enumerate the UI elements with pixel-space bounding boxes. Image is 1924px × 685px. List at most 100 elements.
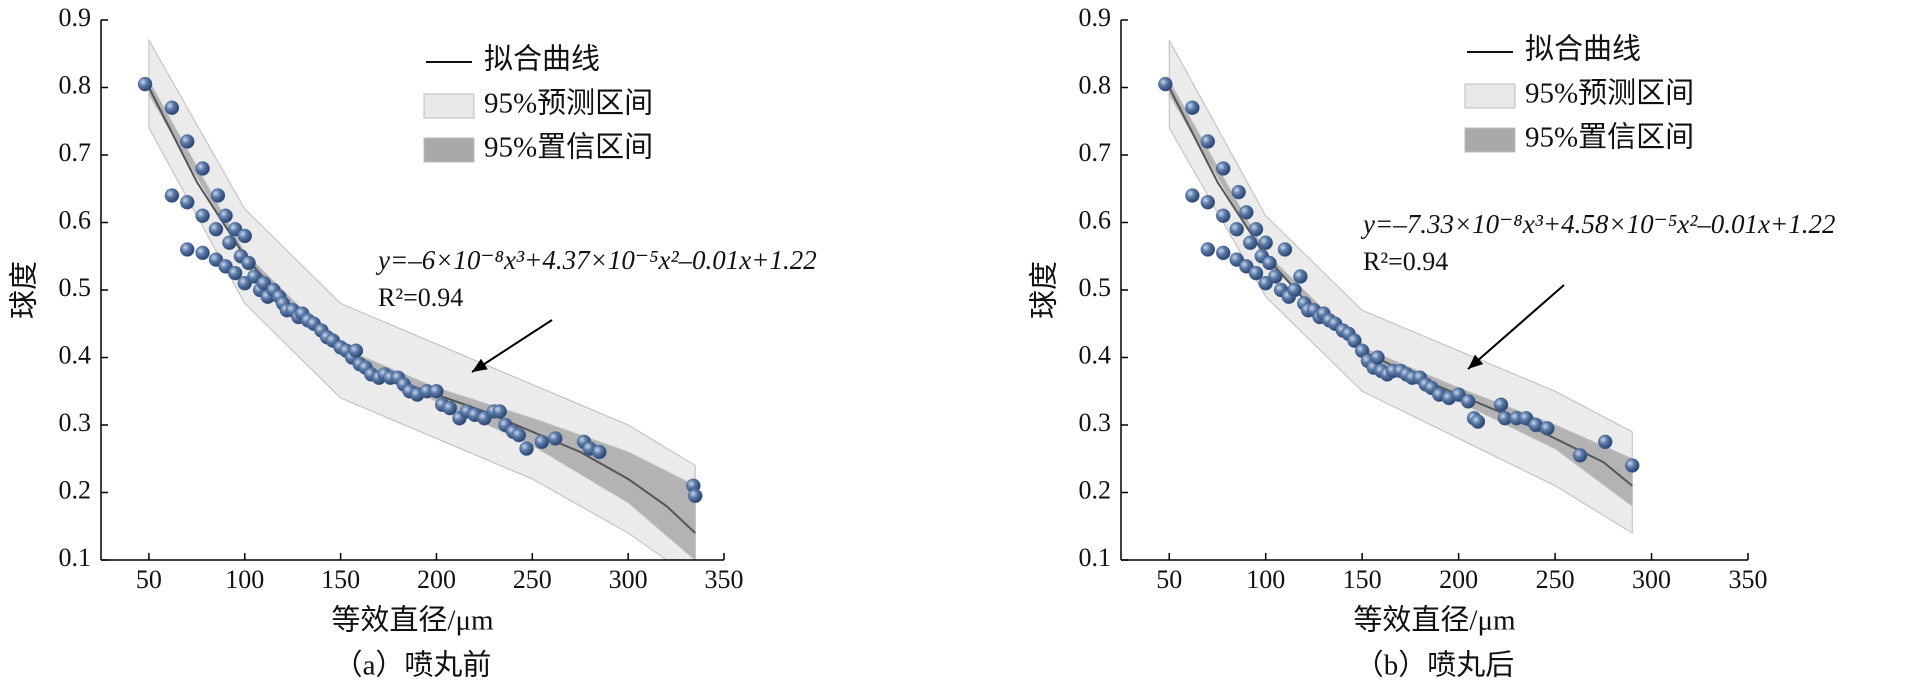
point xyxy=(1215,161,1231,176)
y-tick-label: 0.6 xyxy=(59,205,92,234)
point xyxy=(227,265,243,281)
point xyxy=(592,444,607,460)
y-tick-label: 0.2 xyxy=(1079,475,1112,504)
point xyxy=(534,434,550,450)
point xyxy=(442,400,458,416)
point xyxy=(1215,245,1231,261)
x-tick-label: 150 xyxy=(1343,565,1382,594)
x-tick-label: 250 xyxy=(1536,565,1575,594)
y-tick-label: 0.6 xyxy=(1079,205,1112,234)
legend-label: 拟合曲线 xyxy=(484,43,600,76)
point xyxy=(180,242,195,257)
point xyxy=(1258,235,1273,250)
chart: 0.1 0.2 0.3 0.4 0.5 0.6 0.7 0.8 0.9 50 100 150 200 25… xyxy=(1028,3,1836,682)
legend-label: 95%预测区间 xyxy=(1525,77,1694,110)
x-tick-label: 100 xyxy=(225,565,264,594)
chart: 0.1 0.2 0.3 0.4 0.5 0.6 0.7 0.8 0.9 50 100 150 200 25… xyxy=(8,3,817,682)
point xyxy=(1540,421,1555,436)
point xyxy=(1215,208,1231,223)
x-tick-label: 50 xyxy=(1156,565,1182,594)
y-tick-label: 0.1 xyxy=(1079,543,1112,572)
y-tick-label: 0.8 xyxy=(59,70,92,99)
y-tick-label: 0.4 xyxy=(1079,340,1112,369)
annotation: R²=0.94 xyxy=(1363,247,1448,276)
x-tick-label: 200 xyxy=(417,565,456,594)
legend-swatch xyxy=(423,137,475,163)
point xyxy=(1293,269,1308,284)
y-axis-label: 球度 xyxy=(1028,261,1061,319)
x-tick-label: 50 xyxy=(136,565,162,594)
y-tick-label: 0.5 xyxy=(59,273,92,302)
annotation: R²=0.94 xyxy=(378,283,463,312)
point xyxy=(1597,434,1613,450)
y-tick-label: 0.7 xyxy=(1079,138,1112,167)
x-tick-label: 350 xyxy=(705,565,744,594)
y-tick-label: 0.1 xyxy=(59,543,92,572)
arrow xyxy=(1467,284,1565,370)
y-tick-label: 0.2 xyxy=(59,475,92,504)
y-tick-label: 0.9 xyxy=(59,3,92,32)
legend-swatch xyxy=(423,93,475,119)
legend-label: 95%预测区间 xyxy=(484,87,653,120)
point xyxy=(180,195,195,210)
x-tick-label: 350 xyxy=(1729,565,1768,594)
point xyxy=(1200,242,1216,257)
point xyxy=(1347,333,1362,348)
point xyxy=(429,384,444,399)
point xyxy=(218,208,233,223)
caption: （b）喷丸后 xyxy=(1355,649,1515,682)
point xyxy=(1200,195,1216,210)
x-tick-label: 200 xyxy=(1439,565,1478,594)
point xyxy=(237,228,253,244)
point xyxy=(492,404,507,419)
point xyxy=(348,343,364,358)
point xyxy=(548,431,563,446)
y-tick-label: 0.9 xyxy=(1079,3,1112,32)
legend-label: 拟合曲线 xyxy=(1525,33,1641,66)
x-axis-label: 等效直径/μm xyxy=(331,604,494,637)
point xyxy=(164,100,180,115)
point xyxy=(1158,76,1173,92)
point xyxy=(241,255,256,271)
arrow xyxy=(471,319,553,373)
point xyxy=(1370,350,1385,365)
x-tick-label: 250 xyxy=(513,565,552,594)
point xyxy=(511,427,527,443)
point xyxy=(1243,235,1258,250)
y-tick-label: 0.3 xyxy=(1079,408,1112,437)
point xyxy=(1185,100,1200,115)
point xyxy=(1572,448,1588,463)
point xyxy=(1287,282,1302,298)
point xyxy=(1200,134,1216,149)
y-axis-label: 球度 xyxy=(8,261,41,319)
point xyxy=(1461,394,1476,409)
x-tick-label: 150 xyxy=(321,565,360,594)
legend-label: 95%置信区间 xyxy=(1525,121,1694,154)
x-tick-label: 300 xyxy=(1632,565,1671,594)
point xyxy=(1624,458,1640,473)
point xyxy=(1185,188,1200,203)
annotation: y=–7.33×10⁻⁸x³+4.58×10⁻⁵x²–0.01x+1.22 xyxy=(1360,209,1836,239)
y-tick-label: 0.4 xyxy=(59,340,92,369)
point xyxy=(687,488,703,504)
point xyxy=(222,235,237,250)
point xyxy=(195,245,210,261)
arrow-head xyxy=(472,358,488,372)
point xyxy=(208,222,224,237)
point xyxy=(1239,205,1254,220)
point xyxy=(210,188,226,203)
y-tick-label: 0.7 xyxy=(59,138,92,167)
point xyxy=(1231,184,1246,200)
x-tick-label: 100 xyxy=(1246,565,1285,594)
point xyxy=(180,134,195,149)
legend-swatch xyxy=(1464,83,1516,109)
point xyxy=(1493,397,1509,412)
caption: （a）喷丸前 xyxy=(334,649,492,682)
point xyxy=(1248,265,1264,281)
point xyxy=(164,188,180,203)
annotation: y=–6×10⁻⁸x³+4.37×10⁻⁵x²–0.01x+1.22 xyxy=(375,245,817,275)
legend-label: 95%置信区间 xyxy=(484,131,653,164)
y-tick-label: 0.3 xyxy=(59,408,92,437)
point xyxy=(195,161,210,176)
y-tick-label: 0.5 xyxy=(1079,273,1112,302)
